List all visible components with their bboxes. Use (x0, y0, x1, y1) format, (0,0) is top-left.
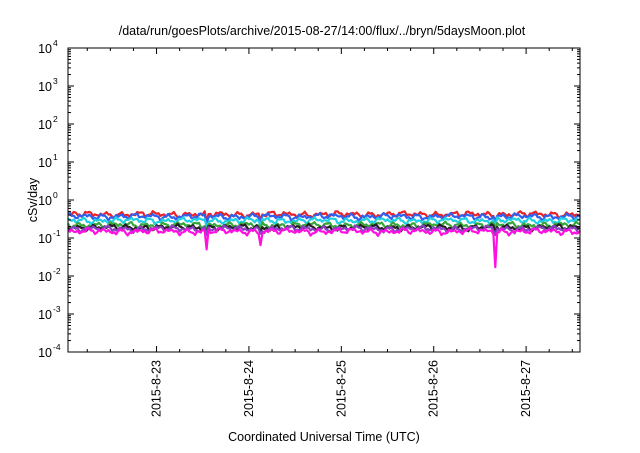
y-tick-exponent: -2 (53, 266, 61, 276)
plot-frame (67, 47, 581, 353)
y-tick-label: 10 (38, 232, 52, 246)
y-tick-exponent: 1 (53, 152, 58, 162)
x-tick-label: 2015-8-26 (427, 360, 441, 417)
x-tick-label: 2015-8-23 (150, 360, 164, 417)
y-tick-exponent: -4 (53, 342, 61, 352)
y-tick-label: 10 (38, 346, 52, 360)
chart-title: /data/run/goesPlots/archive/2015-08-27/1… (119, 24, 526, 38)
y-tick-label: 10 (38, 194, 52, 208)
y-tick-exponent: 3 (53, 76, 58, 86)
y-tick-exponent: 4 (53, 38, 58, 48)
y-tick-exponent: 2 (53, 114, 58, 124)
y-tick-label: 10 (38, 118, 52, 132)
y-tick-exponent: 0 (53, 190, 58, 200)
y-tick-label: 10 (38, 80, 52, 94)
y-tick-label: 10 (38, 156, 52, 170)
y-tick-exponent: -3 (53, 304, 61, 314)
x-tick-label: 2015-8-27 (519, 360, 533, 417)
y-tick-exponent: -1 (53, 228, 61, 238)
y-tick-label: 10 (38, 42, 52, 56)
y-tick-label: 10 (38, 308, 52, 322)
y-axis-label: cSv/day (26, 177, 40, 222)
x-axis-label: Coordinated Universal Time (UTC) (228, 430, 420, 444)
y-tick-label: 10 (38, 270, 52, 284)
series-layer (67, 210, 581, 269)
x-tick-label: 2015-8-25 (334, 360, 348, 417)
x-tick-label: 2015-8-24 (242, 360, 256, 417)
series-line (67, 226, 581, 269)
